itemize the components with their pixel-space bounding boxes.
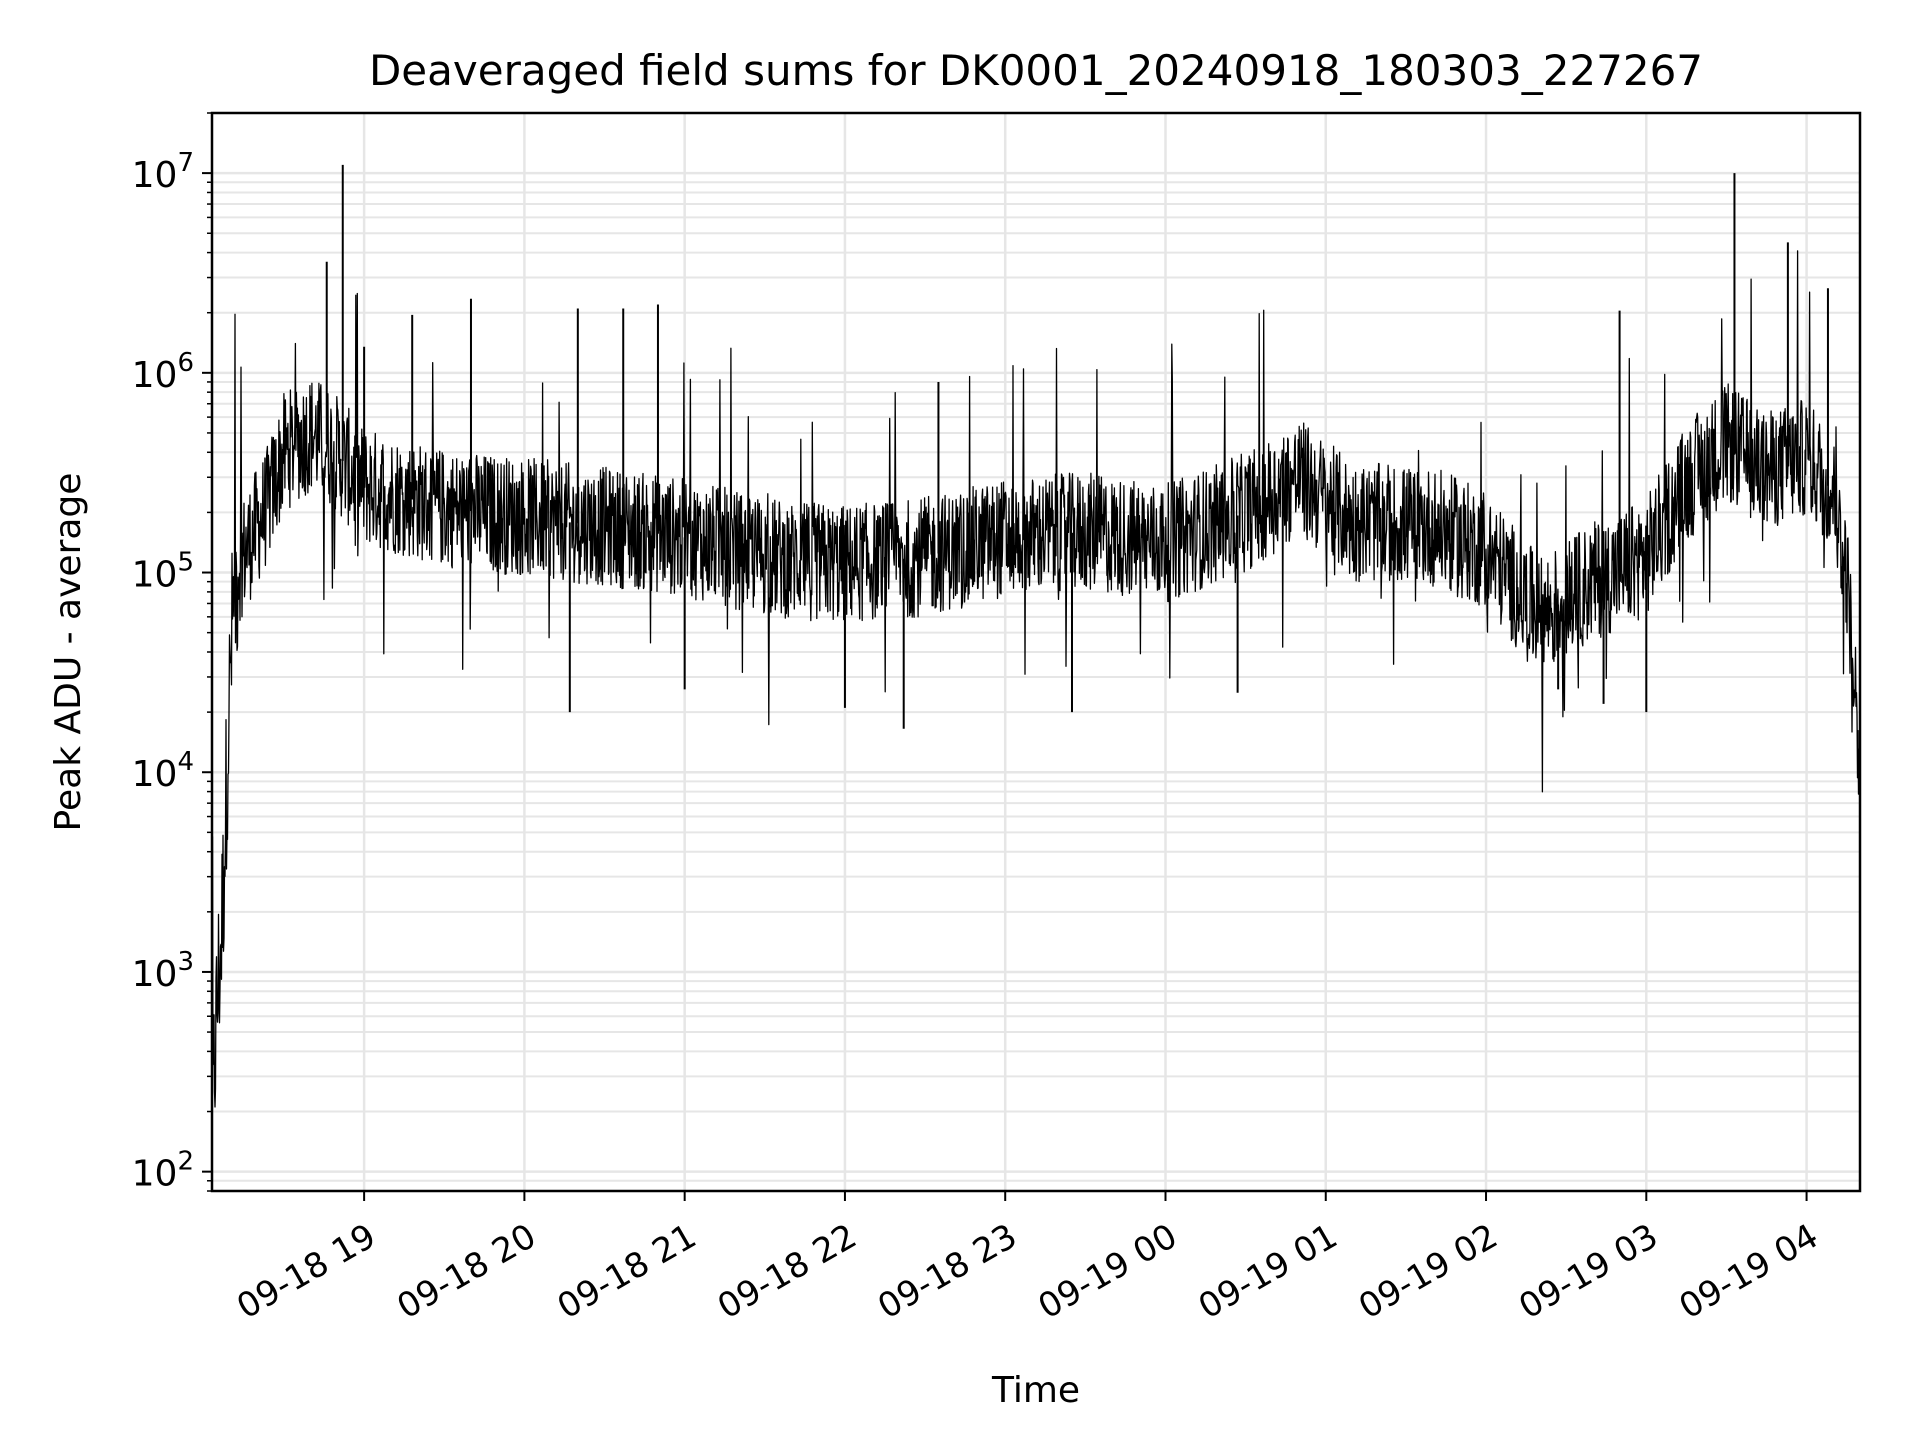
y-tick-label: 102 [132, 1147, 194, 1195]
x-tick-label: 09-19 00 [1032, 1216, 1184, 1327]
x-axis: 09-18 19 09-18 20 09-18 21 09-18 22 09-18 23… [230, 1191, 1825, 1327]
x-tick-label: 09-18 23 [871, 1216, 1023, 1327]
grid [212, 112, 1860, 1192]
y-axis-label: Peak ADU - average [48, 473, 89, 832]
x-axis-label: Time [991, 1370, 1080, 1411]
x-tick-label: 09-18 19 [230, 1216, 382, 1327]
x-tick-label: 09-19 03 [1512, 1216, 1664, 1327]
x-tick-label: 09-19 02 [1352, 1216, 1504, 1327]
x-tick-label: 09-18 20 [391, 1216, 543, 1327]
y-tick-label: 104 [132, 747, 194, 795]
y-axis: 102 103 104 105 106 107 [132, 112, 212, 1195]
chart-title: Deaveraged field sums for DK0001_2024091… [369, 46, 1703, 95]
data-series [211, 164, 1861, 1108]
x-tick-label: 09-18 21 [551, 1216, 703, 1327]
x-tick-label: 09-18 22 [711, 1216, 863, 1327]
y-tick-label: 103 [132, 947, 194, 995]
x-tick-label: 09-19 01 [1192, 1216, 1344, 1327]
y-tick-label: 105 [132, 548, 194, 596]
y-tick-label: 107 [132, 148, 194, 196]
x-tick-label: 09-19 04 [1673, 1216, 1825, 1327]
series-line [211, 250, 1861, 1108]
y-tick-label: 106 [132, 348, 194, 396]
